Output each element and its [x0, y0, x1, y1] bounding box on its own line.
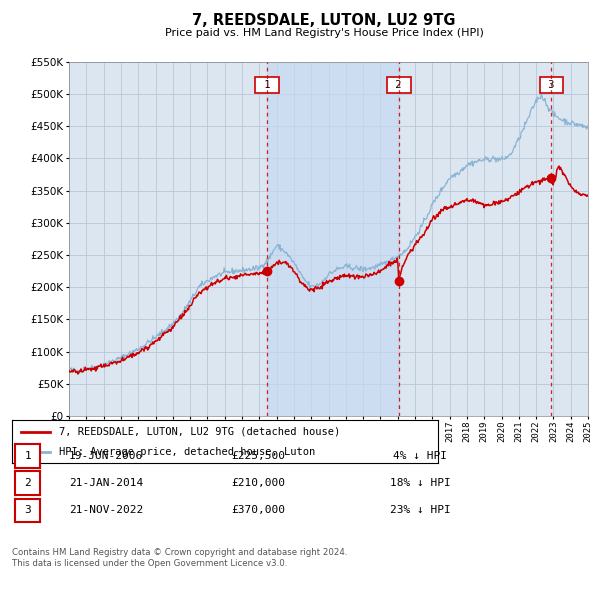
Text: 23% ↓ HPI: 23% ↓ HPI [389, 506, 451, 515]
Text: 2: 2 [389, 80, 408, 90]
Text: £225,500: £225,500 [231, 451, 285, 461]
Text: Contains HM Land Registry data © Crown copyright and database right 2024.: Contains HM Land Registry data © Crown c… [12, 548, 347, 556]
Text: HPI: Average price, detached house, Luton: HPI: Average price, detached house, Luto… [59, 447, 315, 457]
Text: 7, REEDSDALE, LUTON, LU2 9TG: 7, REEDSDALE, LUTON, LU2 9TG [192, 13, 456, 28]
Text: 1: 1 [258, 80, 277, 90]
Text: 21-NOV-2022: 21-NOV-2022 [69, 506, 143, 515]
Text: 21-JAN-2014: 21-JAN-2014 [69, 478, 143, 488]
Text: £370,000: £370,000 [231, 506, 285, 515]
Text: 3: 3 [542, 80, 561, 90]
Text: 4% ↓ HPI: 4% ↓ HPI [393, 451, 447, 461]
Text: 1: 1 [24, 451, 31, 461]
Text: 7, REEDSDALE, LUTON, LU2 9TG (detached house): 7, REEDSDALE, LUTON, LU2 9TG (detached h… [59, 427, 340, 437]
Text: This data is licensed under the Open Government Licence v3.0.: This data is licensed under the Open Gov… [12, 559, 287, 568]
Text: 2: 2 [24, 478, 31, 488]
Text: 18% ↓ HPI: 18% ↓ HPI [389, 478, 451, 488]
Bar [268, 62, 399, 416]
Text: 3: 3 [24, 506, 31, 515]
Text: 19-JUN-2006: 19-JUN-2006 [69, 451, 143, 461]
Text: Price paid vs. HM Land Registry's House Price Index (HPI): Price paid vs. HM Land Registry's House … [164, 28, 484, 38]
Text: £210,000: £210,000 [231, 478, 285, 488]
